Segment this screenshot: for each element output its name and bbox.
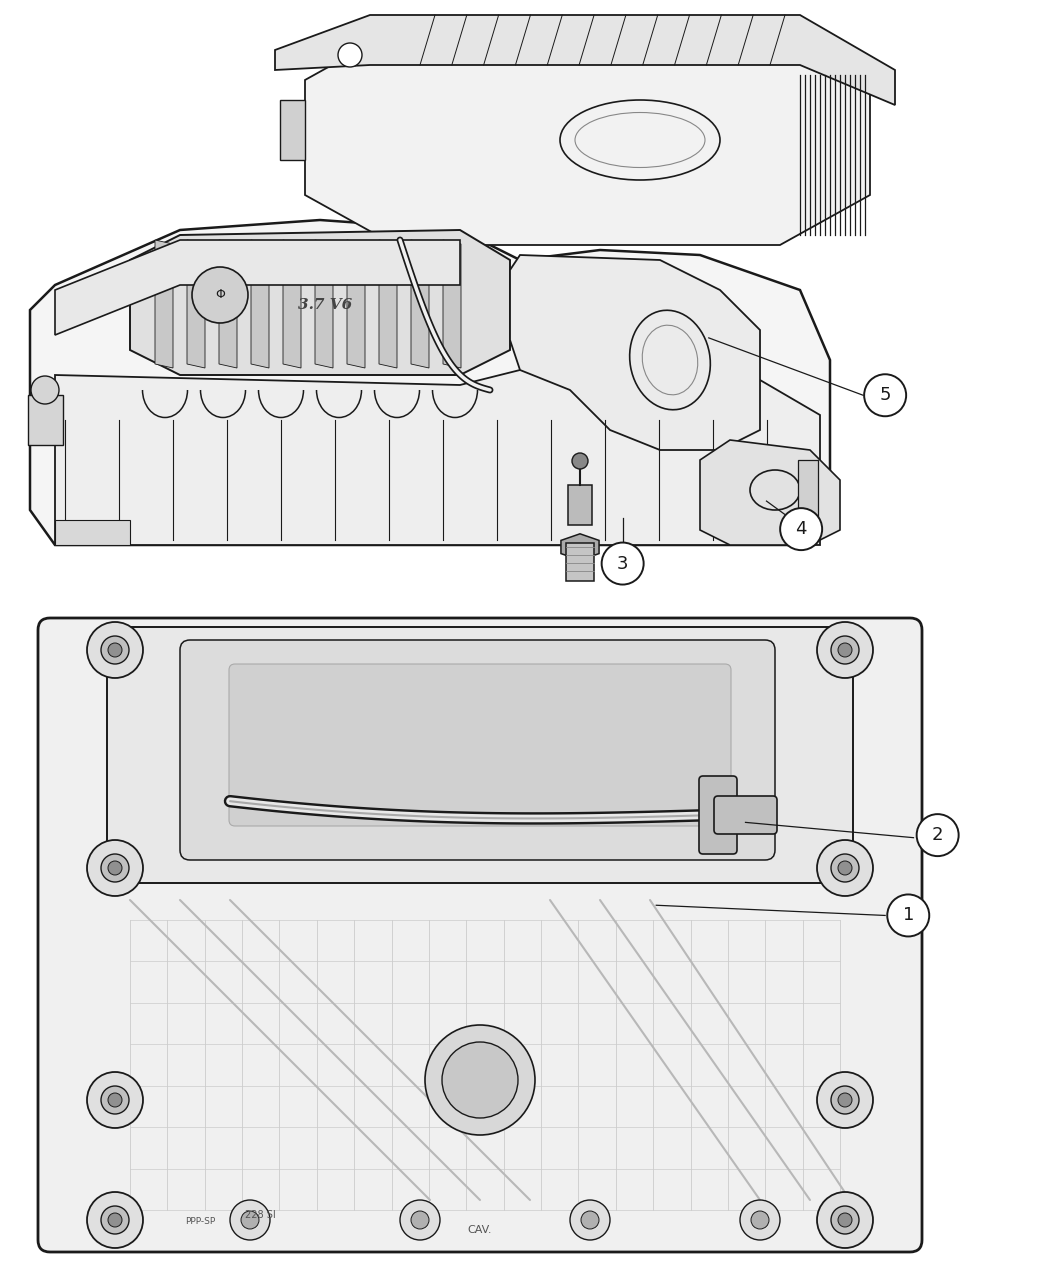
Circle shape [831, 854, 859, 882]
Circle shape [602, 543, 644, 584]
Circle shape [831, 1086, 859, 1114]
Polygon shape [700, 440, 840, 544]
Circle shape [108, 1093, 122, 1107]
Circle shape [87, 1192, 143, 1248]
Circle shape [817, 1072, 873, 1128]
Circle shape [570, 1200, 610, 1241]
Polygon shape [510, 255, 760, 450]
Text: PPP-SP: PPP-SP [185, 1218, 215, 1227]
Polygon shape [30, 221, 830, 544]
Circle shape [817, 1192, 873, 1248]
Circle shape [751, 1211, 769, 1229]
Circle shape [917, 815, 959, 856]
Circle shape [108, 1213, 122, 1227]
Text: CAV.: CAV. [467, 1225, 492, 1235]
Circle shape [572, 453, 588, 469]
Circle shape [838, 1093, 852, 1107]
Polygon shape [219, 240, 237, 368]
Bar [566, 543, 594, 581]
Text: 2: 2 [932, 826, 943, 844]
Circle shape [108, 861, 122, 875]
Circle shape [442, 1042, 518, 1118]
Circle shape [838, 1213, 852, 1227]
Polygon shape [55, 370, 820, 544]
Bar [568, 484, 592, 525]
Polygon shape [187, 240, 205, 368]
FancyBboxPatch shape [229, 664, 731, 826]
Polygon shape [284, 240, 301, 368]
Circle shape [101, 854, 129, 882]
Polygon shape [379, 240, 397, 368]
Circle shape [338, 43, 362, 68]
Circle shape [581, 1211, 598, 1229]
Circle shape [831, 636, 859, 664]
FancyBboxPatch shape [714, 796, 777, 834]
Circle shape [101, 636, 129, 664]
Circle shape [780, 509, 822, 550]
Polygon shape [55, 240, 460, 335]
Polygon shape [155, 240, 173, 368]
Text: 5: 5 [880, 386, 890, 404]
Circle shape [831, 1206, 859, 1234]
Polygon shape [561, 534, 600, 560]
Text: 3: 3 [617, 555, 628, 572]
Polygon shape [55, 520, 130, 544]
Circle shape [411, 1211, 429, 1229]
Text: Φ: Φ [215, 288, 225, 301]
Circle shape [817, 840, 873, 896]
FancyBboxPatch shape [180, 640, 775, 861]
Circle shape [87, 622, 143, 678]
Circle shape [887, 895, 929, 936]
Polygon shape [130, 230, 510, 375]
Polygon shape [443, 240, 461, 368]
Text: 1: 1 [903, 907, 914, 924]
Circle shape [101, 1086, 129, 1114]
Circle shape [32, 376, 59, 404]
Circle shape [87, 840, 143, 896]
Polygon shape [346, 240, 365, 368]
Polygon shape [304, 31, 870, 245]
Circle shape [425, 1025, 536, 1135]
Circle shape [242, 1211, 259, 1229]
FancyBboxPatch shape [38, 618, 922, 1252]
Bar [28, 395, 63, 445]
Circle shape [740, 1200, 780, 1241]
Circle shape [108, 643, 122, 657]
Text: 3.7 V6: 3.7 V6 [298, 298, 352, 312]
Circle shape [864, 375, 906, 416]
Circle shape [87, 1072, 143, 1128]
Polygon shape [411, 240, 429, 368]
Circle shape [192, 266, 248, 323]
FancyBboxPatch shape [699, 776, 737, 854]
Circle shape [838, 861, 852, 875]
Circle shape [400, 1200, 440, 1241]
Bar [798, 460, 818, 520]
Polygon shape [315, 240, 333, 368]
Text: 228 SI: 228 SI [245, 1210, 275, 1220]
Polygon shape [280, 99, 304, 159]
Text: 4: 4 [796, 520, 806, 538]
Circle shape [838, 643, 852, 657]
Polygon shape [251, 240, 269, 368]
Circle shape [817, 622, 873, 678]
Circle shape [101, 1206, 129, 1234]
FancyBboxPatch shape [107, 627, 853, 884]
Polygon shape [275, 15, 895, 105]
Circle shape [230, 1200, 270, 1241]
